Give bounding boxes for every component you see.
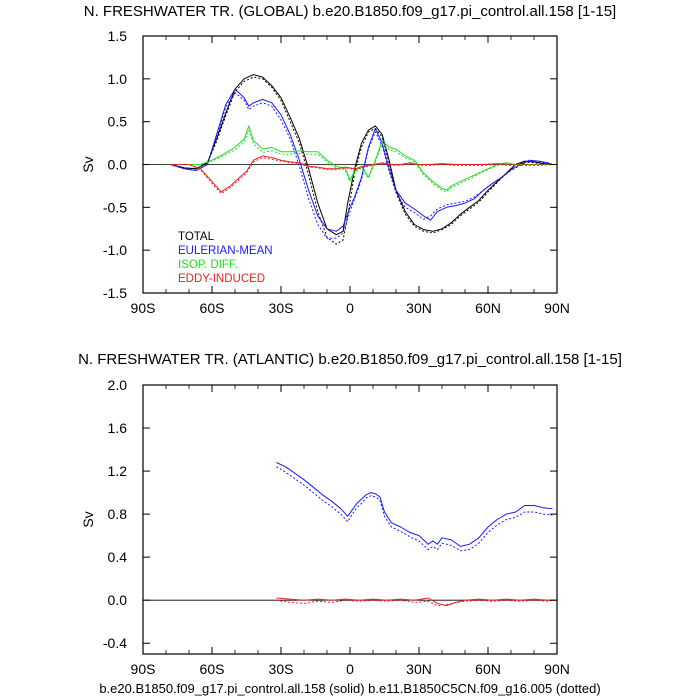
global-x-tick-label: 60S bbox=[200, 300, 225, 316]
atlantic-y-tick-label: 0.8 bbox=[108, 506, 128, 522]
global-series-lines bbox=[170, 74, 553, 245]
atlantic-y-tick-label: 0.4 bbox=[108, 549, 128, 565]
atlantic-y-tick-label: 0.0 bbox=[108, 592, 128, 608]
global-y-tick-label: 1.0 bbox=[108, 71, 128, 87]
atlantic-series-line-2-dotted bbox=[276, 466, 553, 552]
global-series-line-4-dotted bbox=[170, 76, 553, 245]
global-series-line-0-solid bbox=[170, 74, 553, 236]
global-series-line-3-solid bbox=[170, 155, 553, 193]
global-x-tick-label: 30S bbox=[269, 300, 294, 316]
global-y-tick-label: 0.5 bbox=[108, 114, 128, 130]
global-y-tick-label: 0.0 bbox=[108, 157, 128, 173]
atlantic-series-line-0-solid bbox=[276, 462, 553, 547]
global-x-tick-label: 60N bbox=[475, 300, 501, 316]
atlantic-x-tick-label: 90S bbox=[131, 661, 156, 677]
legend-label-0: TOTAL bbox=[178, 231, 215, 243]
legend-label-2: ISOP. DIFF. bbox=[178, 259, 238, 271]
atlantic-y-tick-label: 1.2 bbox=[108, 463, 128, 479]
atlantic-x-tick-label: 30N bbox=[406, 661, 432, 677]
global-series-line-1-solid bbox=[170, 88, 553, 232]
global-panel-title: N. FRESHWATER TR. (GLOBAL) b.e20.B1850.f… bbox=[84, 3, 616, 20]
atlantic-series-lines bbox=[276, 462, 553, 607]
atlantic-y-axis-label: Sv bbox=[80, 511, 96, 527]
atlantic-x-tick-label: 60N bbox=[475, 661, 501, 677]
atlantic-x-tick-label: 60S bbox=[200, 661, 225, 677]
atlantic-x-tick-label: 0 bbox=[346, 661, 354, 677]
atlantic-axis-ticks: 90S 60S 30S 0 30N 60N 90N -0.4 0.0 0.4 0.8 1.2 1.6 2.… bbox=[103, 377, 570, 677]
atlantic-panel-title: N. FRESHWATER TR. (ATLANTIC) b.e20.B1850… bbox=[78, 351, 622, 368]
global-axis-ticks: 90S 60S 30S 0 30N 60N 90N -1.5 -1.0 -0.5 0.0 0.5 1.0… bbox=[103, 28, 570, 316]
atlantic-x-tick-label: 30S bbox=[269, 661, 294, 677]
legend-label-1: EULERIAN-MEAN bbox=[178, 245, 273, 257]
global-legend: TOTAL EULERIAN-MEAN ISOP. DIFF. EDDY-INDUCE… bbox=[178, 231, 273, 285]
atlantic-plot-frame bbox=[142, 384, 558, 655]
atlantic-panel: N. FRESHWATER TR. (ATLANTIC) b.e20.B1850… bbox=[78, 351, 622, 677]
legend-label-3: EDDY-INDUCED bbox=[178, 273, 265, 285]
global-series-line-2-solid bbox=[170, 125, 553, 191]
global-x-tick-label: 90N bbox=[544, 300, 570, 316]
atlantic-series-line-3-dotted bbox=[276, 599, 553, 607]
global-series-line-7-dotted bbox=[170, 157, 553, 195]
atlantic-x-tick-label: 90N bbox=[544, 661, 570, 677]
global-y-tick-label: -0.5 bbox=[103, 199, 127, 215]
global-series-line-6-dotted bbox=[170, 129, 553, 193]
atlantic-series-line-1-solid bbox=[276, 597, 553, 607]
global-x-tick-label: 0 bbox=[346, 300, 354, 316]
global-x-tick-label: 30N bbox=[406, 300, 432, 316]
atlantic-y-tick-label: -0.4 bbox=[103, 635, 127, 651]
global-y-tick-label: -1.0 bbox=[103, 242, 127, 258]
global-y-axis-label: Sv bbox=[80, 156, 96, 172]
global-x-tick-label: 90S bbox=[131, 300, 156, 316]
global-y-tick-label: -1.5 bbox=[103, 285, 127, 301]
global-series-line-5-dotted bbox=[170, 92, 553, 239]
atlantic-y-tick-label: 1.6 bbox=[108, 420, 128, 436]
global-y-tick-label: 1.5 bbox=[108, 28, 128, 44]
global-panel: N. FRESHWATER TR. (GLOBAL) b.e20.B1850.f… bbox=[80, 3, 616, 316]
atlantic-y-tick-label: 2.0 bbox=[108, 377, 128, 393]
figure-footer: b.e20.B1850.f09_g17.pi_control.all.158 (… bbox=[99, 681, 600, 696]
